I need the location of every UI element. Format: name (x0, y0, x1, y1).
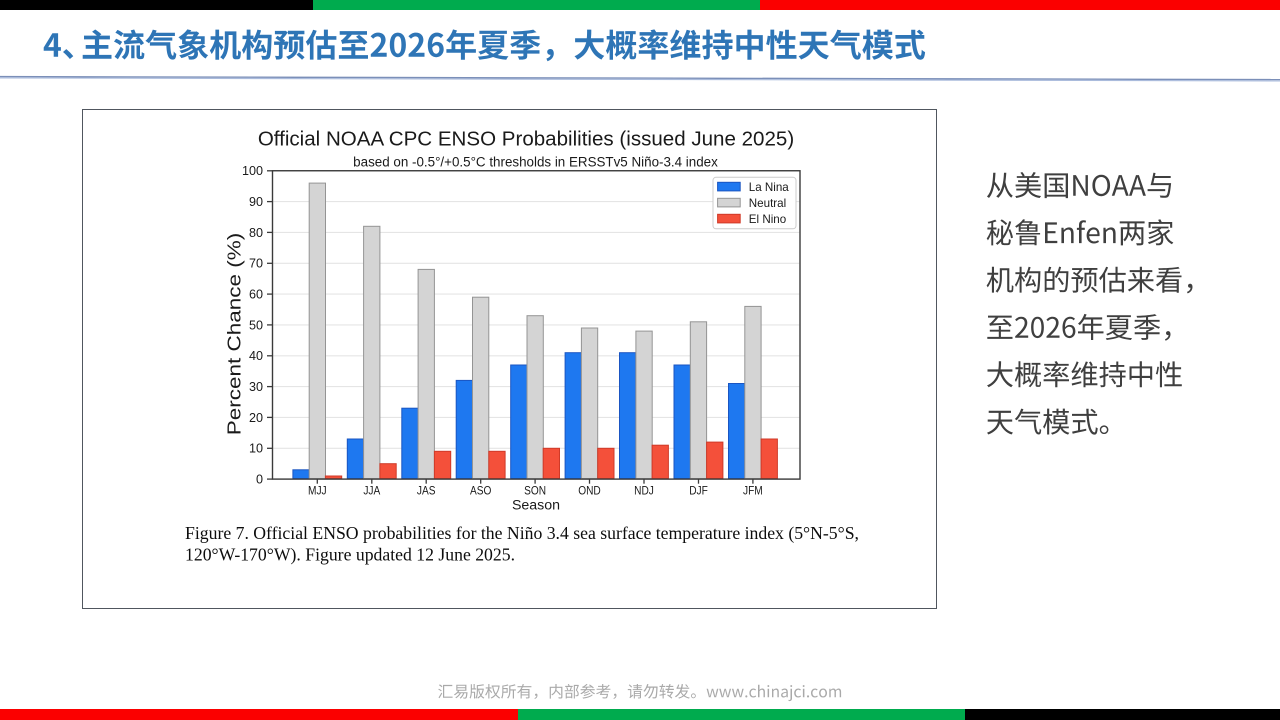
svg-text:Neutral: Neutral (749, 197, 786, 210)
svg-text:DJF: DJF (689, 483, 708, 497)
svg-text:120°W-170°W). Figure updated 1: 120°W-170°W). Figure updated 12 June 202… (185, 544, 515, 564)
svg-text:100: 100 (242, 164, 263, 178)
svg-text:90: 90 (249, 195, 263, 209)
svg-text:60: 60 (249, 288, 263, 302)
svg-text:JAS: JAS (417, 483, 436, 497)
svg-text:La Nina: La Nina (749, 181, 790, 194)
svg-text:JJA: JJA (363, 483, 381, 497)
svg-text:20: 20 (249, 411, 263, 425)
svg-text:El Nino: El Nino (749, 213, 786, 226)
svg-text:ASO: ASO (470, 483, 491, 497)
svg-text:80: 80 (249, 226, 263, 240)
svg-text:30: 30 (249, 380, 263, 394)
svg-text:Percent Chance (%): Percent Chance (%) (224, 233, 245, 436)
svg-text:JFM: JFM (743, 483, 763, 497)
svg-text:Figure 7. Official ENSO probab: Figure 7. Official ENSO probabilities fo… (185, 523, 859, 543)
svg-text:0: 0 (256, 473, 263, 487)
svg-text:50: 50 (249, 318, 263, 332)
svg-text:Season: Season (512, 498, 560, 514)
svg-text:MJJ: MJJ (308, 483, 327, 497)
svg-text:40: 40 (249, 349, 263, 363)
svg-text:based on -0.5°/+0.5°C threshol: based on -0.5°/+0.5°C thresholds in ERSS… (353, 155, 718, 170)
svg-text:10: 10 (249, 442, 263, 456)
svg-text:70: 70 (249, 257, 263, 271)
svg-text:Official NOAA CPC ENSO Probabi: Official NOAA CPC ENSO Probabilities (is… (258, 127, 794, 150)
svg-text:NDJ: NDJ (634, 483, 654, 497)
svg-text:SON: SON (524, 483, 546, 497)
svg-text:OND: OND (578, 483, 601, 497)
